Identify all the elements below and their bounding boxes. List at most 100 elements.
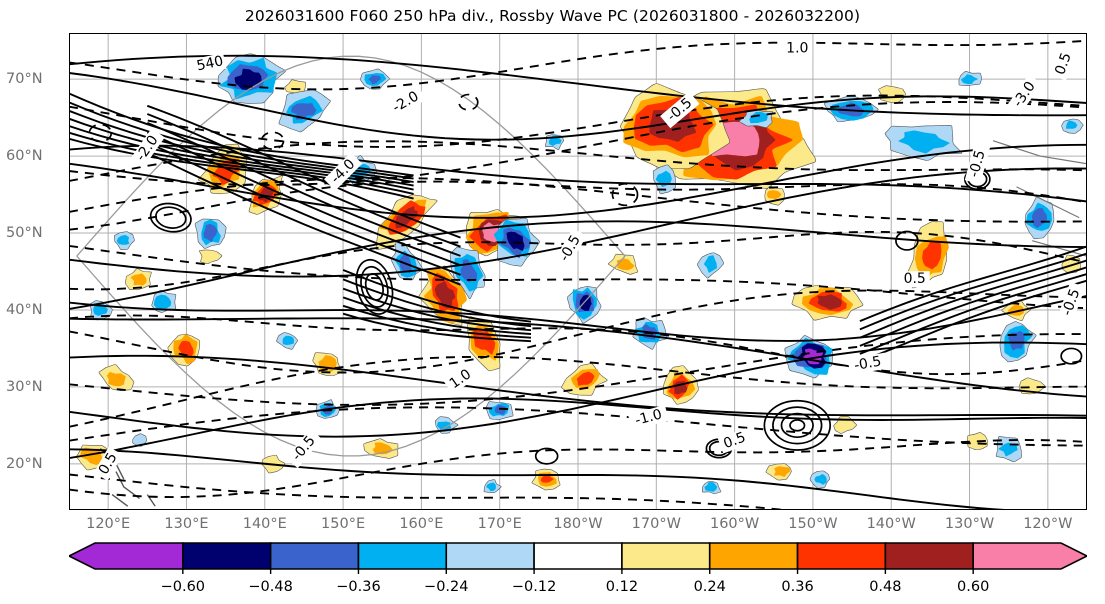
contour-label: 1.0 — [782, 40, 813, 57]
colorbar-segment — [357, 542, 448, 570]
shaded-patch — [234, 68, 262, 90]
shaded-patch — [203, 223, 218, 243]
colorbar-segment — [269, 542, 360, 570]
contour-solid — [69, 448, 1022, 510]
contour-dashed — [69, 180, 1087, 231]
contour-dashed — [69, 439, 1087, 499]
colorbar-segment — [796, 542, 887, 570]
shaded-patch — [540, 474, 554, 483]
contour-solid — [69, 109, 414, 183]
x-tick-0: 120°E — [86, 516, 131, 532]
contour-label: -0.5 — [964, 143, 991, 185]
svg-text:0.5: 0.5 — [904, 271, 926, 287]
contour-closed — [895, 230, 919, 251]
shaded-patch — [132, 433, 148, 447]
colorbar-tick-label: −0.12 — [511, 579, 557, 595]
contour-label: 540 — [193, 52, 227, 75]
contour-dashed — [69, 406, 1087, 447]
contour-closed — [780, 412, 814, 439]
shaded-patch — [704, 482, 718, 492]
x-tick-9: 150°W — [788, 516, 838, 532]
y-tick-50°N: 50°N — [6, 225, 43, 242]
x-tick-4: 160°E — [399, 516, 444, 532]
colorbar-tick-label: 0.12 — [605, 579, 639, 595]
y-tick-20°N: 20°N — [6, 455, 43, 472]
shaded-patch — [1032, 207, 1048, 228]
colorbar-tick-label: 0.36 — [781, 579, 814, 595]
shaded-patch — [998, 442, 1018, 457]
shaded-patch — [199, 249, 223, 265]
contour-solid — [342, 269, 532, 323]
shaded-patch — [898, 130, 950, 154]
shaded-patch — [368, 75, 381, 85]
x-tick-2: 140°E — [242, 516, 287, 532]
shaded-patch — [436, 421, 452, 431]
contour-solid — [69, 117, 414, 187]
x-tick-11: 130°W — [944, 516, 995, 532]
colorbar-tick-label: −0.36 — [336, 579, 381, 595]
contour-solid — [69, 131, 414, 195]
contour-solid — [859, 252, 1087, 331]
colorbar: −0.60 −0.48 −0.36 −0.24 −0.12 0.12 0.24 0.36 0.4… — [69, 541, 1087, 599]
contour-dashed — [69, 244, 1087, 310]
x-tick-10: 140°W — [866, 516, 916, 532]
contour-solid — [342, 312, 532, 343]
svg-text:1.0: 1.0 — [786, 40, 808, 56]
shaded-patch — [153, 294, 172, 309]
shaded-patch — [130, 273, 147, 286]
contour-closed — [355, 258, 394, 315]
contour-solid — [146, 152, 461, 286]
contour-label: 0.5 — [717, 428, 752, 454]
contour-dashed — [69, 289, 1087, 374]
colorbar-tick-labels: −0.60 −0.48 −0.36 −0.24 −0.12 0.12 0.24 0.36 0.4… — [69, 579, 1087, 599]
shaded-patch — [1066, 120, 1078, 129]
contour-solid — [146, 113, 461, 248]
contour-closed — [789, 419, 806, 432]
shaded-patch — [774, 466, 791, 477]
contour-dashed — [69, 140, 1087, 182]
x-tick-3: 150°E — [321, 516, 366, 532]
shaded-field — [76, 53, 1084, 495]
colorbar-swatches — [69, 542, 1087, 574]
contour-solid — [146, 104, 461, 239]
shaded-patch — [494, 404, 506, 415]
contour-dashed — [69, 39, 1087, 91]
colorbar-tick-label: −0.48 — [248, 579, 293, 595]
svg-text:540: 540 — [195, 53, 224, 74]
x-tick-12: 120°W — [1023, 516, 1073, 532]
contour-closed — [1060, 347, 1083, 365]
contour-solid — [69, 137, 414, 200]
contour-label: -0.5 — [847, 352, 888, 375]
svg-text:-0.5: -0.5 — [966, 149, 989, 180]
svg-text:-1.0: -1.0 — [633, 406, 664, 429]
contour-solid — [69, 144, 1087, 203]
colorbar-segment — [69, 542, 184, 570]
contour-closed — [772, 406, 823, 445]
contour-closed — [88, 123, 113, 143]
coastline — [99, 447, 156, 507]
contour-closed — [149, 202, 192, 233]
contour-closed — [458, 93, 479, 111]
x-tick-1: 130°E — [164, 516, 209, 532]
contour-closed — [763, 399, 832, 451]
colorbar-segment — [972, 542, 1087, 570]
shaded-patch — [258, 187, 274, 203]
page-title: 2026031600 F060 250 hPa div., Rossby Wav… — [244, 7, 861, 25]
contour-dashed — [69, 94, 1087, 148]
contour-label: 0.5 — [1050, 46, 1077, 81]
shaded-patch — [703, 255, 717, 273]
colorbar-segment — [708, 542, 799, 570]
contour-inline-labels: 540-2.0-4.01.00.50.5-0.51.00.5-1.0-0.50.… — [93, 40, 1086, 481]
svg-text:0.5: 0.5 — [1052, 51, 1075, 77]
colorbar-segment — [445, 542, 535, 570]
contour-closed — [360, 265, 389, 308]
contour-solid — [859, 279, 1087, 363]
contour-dashed — [69, 101, 1087, 186]
shaded-patch — [178, 340, 194, 358]
shaded-patch — [961, 74, 978, 85]
shaded-patch — [766, 190, 782, 200]
shaded-patch — [80, 447, 103, 465]
colorbar-segment — [182, 542, 272, 570]
contour-solid — [69, 294, 1087, 342]
